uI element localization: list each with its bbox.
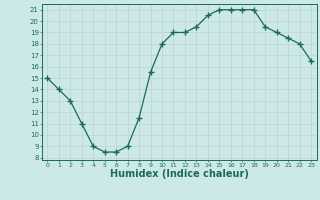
X-axis label: Humidex (Indice chaleur): Humidex (Indice chaleur) <box>110 169 249 179</box>
